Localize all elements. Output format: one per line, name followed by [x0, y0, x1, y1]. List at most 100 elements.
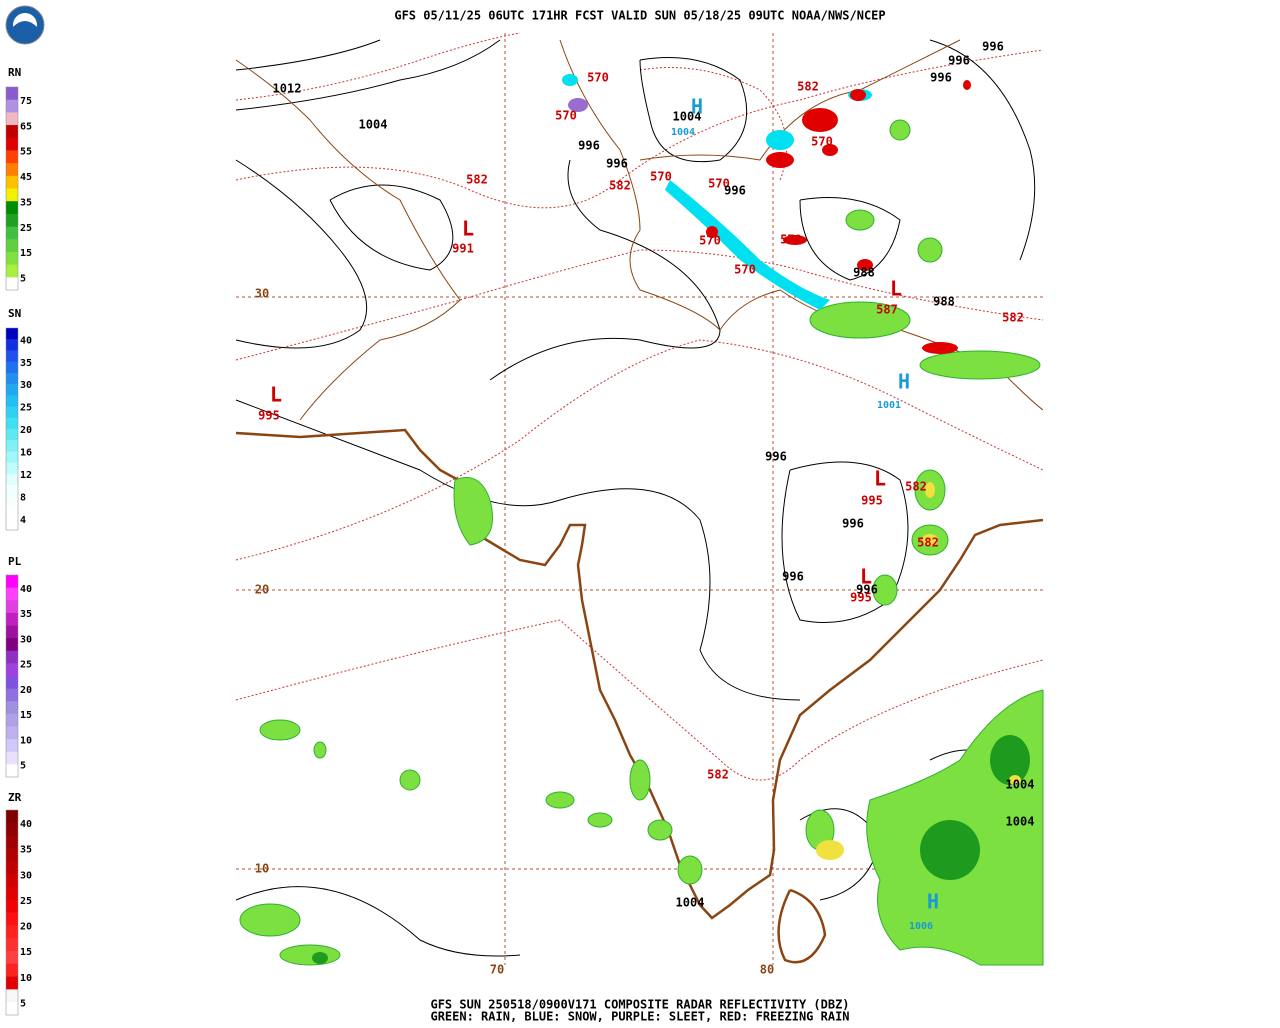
- legend-frame: [5, 574, 19, 778]
- legend-label: 10: [20, 973, 32, 984]
- contour-label: 996: [948, 54, 970, 68]
- legend-swatch: [6, 429, 18, 441]
- contour-label: 995: [258, 409, 280, 423]
- legend-swatch: [6, 485, 18, 497]
- pressure-center: L: [874, 467, 886, 491]
- legend-swatch: [6, 507, 18, 520]
- legend-label: 55: [20, 147, 32, 158]
- legend-label: 30: [20, 634, 32, 645]
- legend-swatch: [6, 726, 18, 740]
- legend-swatch: [6, 600, 18, 614]
- contour-label: 996: [782, 570, 804, 584]
- contour-label: 570: [587, 71, 609, 85]
- contour-label: 996: [856, 583, 878, 597]
- pressure-center: L: [462, 217, 474, 241]
- legend-label: 35: [20, 358, 32, 369]
- legend-swatch: [6, 150, 18, 164]
- legend-swatch: [6, 87, 18, 101]
- legend-label: 35: [20, 609, 32, 620]
- legend-label: 35: [20, 197, 32, 208]
- map-area: [235, 32, 1044, 966]
- legend-swatch: [6, 925, 18, 939]
- legend-label: 8: [20, 492, 26, 503]
- contour-label: 582: [1002, 311, 1024, 325]
- legend-swatch: [6, 462, 18, 475]
- legend-swatch: [6, 395, 18, 408]
- contour-label: 10: [255, 862, 269, 876]
- legend-swatch: [6, 251, 18, 266]
- legend-swatch: [6, 384, 18, 396]
- legend-swatch: [6, 372, 18, 385]
- pressure-center: L: [860, 565, 872, 589]
- legend-swatch: [6, 874, 18, 888]
- legend-swatch: [6, 277, 18, 291]
- noaa-logo: [5, 5, 45, 45]
- legend-swatch: [6, 861, 18, 875]
- legend-swatch: [6, 163, 18, 177]
- legend-label: 20: [20, 685, 32, 696]
- legend-swatch: [6, 650, 18, 664]
- legend-label: 35: [20, 845, 32, 856]
- legend-label: 30: [20, 870, 32, 881]
- contour-label: 582: [609, 179, 631, 193]
- contour-label: 587: [876, 303, 898, 317]
- legend-swatch: [6, 440, 18, 452]
- legend-label: 25: [20, 403, 32, 414]
- contour-label: 1012: [273, 82, 302, 96]
- legend-label: 16: [20, 448, 32, 459]
- legend-label: 12: [20, 470, 32, 481]
- legend-label: 30: [20, 380, 32, 391]
- pressure-center: L: [270, 383, 282, 407]
- contour-label: 570: [650, 170, 672, 184]
- contour-label: 996: [982, 40, 1004, 54]
- contour-label: 1004: [673, 110, 702, 124]
- legend-label: 20: [20, 922, 32, 933]
- legend-swatch: [6, 361, 18, 374]
- contour-label: 1001: [877, 400, 901, 411]
- legend-label: 15: [20, 248, 32, 259]
- legend-swatch: [6, 473, 18, 486]
- legend-swatch: [6, 1002, 18, 1016]
- legend-swatch: [6, 518, 18, 531]
- legend-frame: [5, 86, 19, 291]
- legend-swatch: [6, 406, 18, 419]
- legend-label: 5: [20, 761, 26, 772]
- legend-swatch: [6, 848, 18, 862]
- legend-swatch: [6, 663, 18, 677]
- legend-swatch: [6, 125, 18, 139]
- legend-swatch: [6, 201, 18, 215]
- legend-swatch: [6, 751, 18, 765]
- legend-swatch: [6, 137, 18, 151]
- legend-swatch: [6, 638, 18, 652]
- legend-label: 40: [20, 335, 32, 346]
- legend-swatch: [6, 688, 18, 702]
- contour-label: 582: [707, 768, 729, 782]
- legend-swatch: [6, 612, 18, 626]
- legend-swatch: [6, 213, 18, 228]
- legend-swatch: [6, 239, 18, 253]
- pressure-center: H: [898, 370, 910, 394]
- legend-swatch: [6, 417, 18, 430]
- pressure-center: L: [890, 277, 902, 301]
- legend-title: PL: [8, 555, 22, 568]
- contour-label: 996: [606, 157, 628, 171]
- contour-label: 582: [905, 480, 927, 494]
- legend-label: 5: [20, 998, 26, 1009]
- legend-swatch: [6, 886, 18, 901]
- legend-label: 10: [20, 735, 32, 746]
- contour-label: 570: [780, 233, 802, 247]
- legend-label: 25: [20, 660, 32, 671]
- legend-swatch: [6, 350, 18, 363]
- contour-label: 996: [724, 184, 746, 198]
- legend-swatch: [6, 950, 18, 965]
- legend-swatch: [6, 99, 18, 113]
- legend-swatch: [6, 701, 18, 715]
- contour-label: 996: [578, 139, 600, 153]
- map-title: GFS 05/11/25 06UTC 171HR FCST VALID SUN …: [394, 9, 885, 23]
- legend-swatch: [6, 713, 18, 727]
- legend-swatch: [6, 938, 18, 952]
- legend-swatch: [6, 328, 18, 340]
- legend-swatch: [6, 822, 18, 837]
- contour-label: 30: [255, 287, 269, 301]
